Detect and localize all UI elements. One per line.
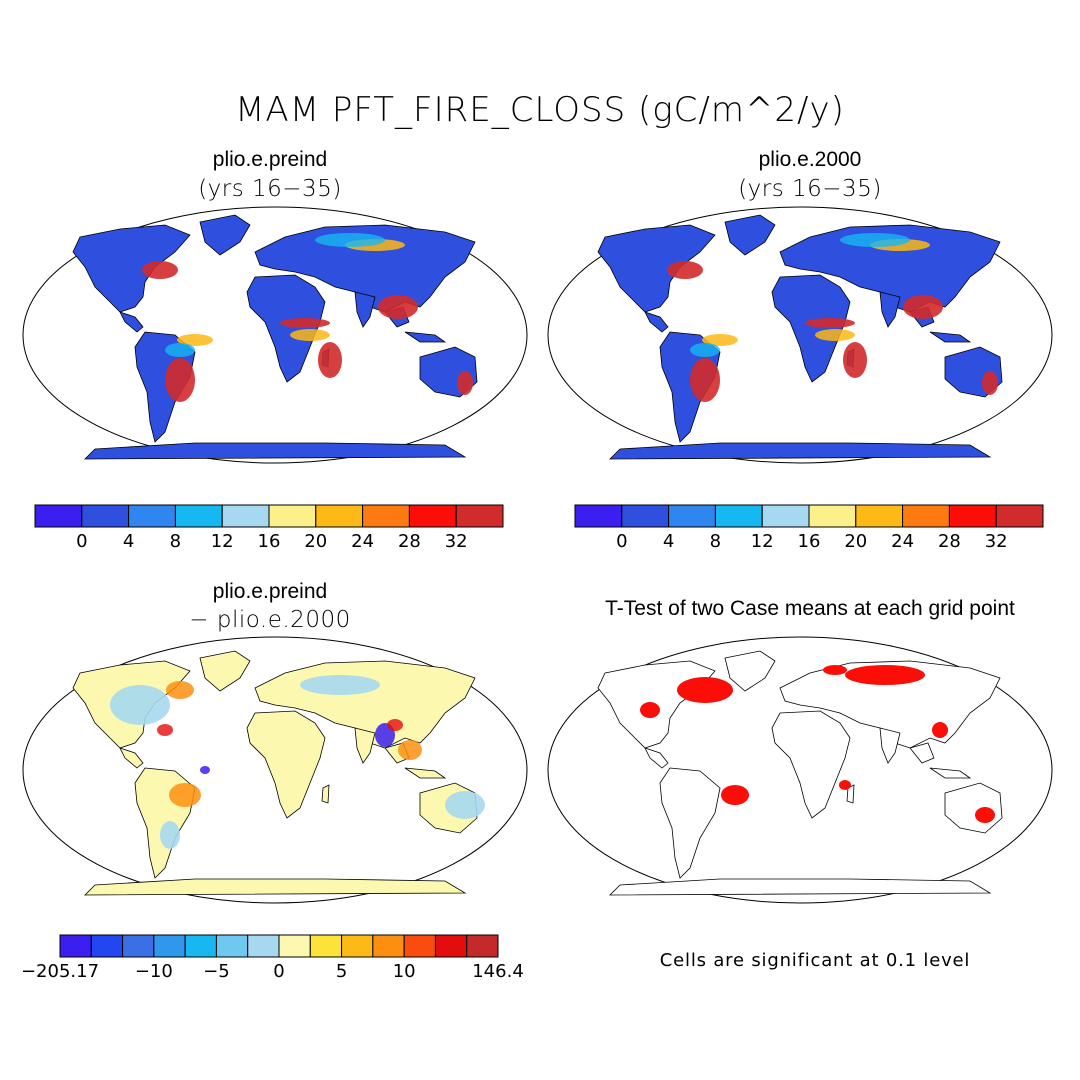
colorbar-1-tick-label: 24 [351,531,374,552]
panel3-title: plio.e.preind [212,580,328,603]
colorbar-3-tick-label: −205.17 [21,961,99,982]
colorbar-2-swatch [714,504,763,528]
panel4-title: T-Test of two Case means at each grid po… [605,597,1015,620]
panel2-subtitle: (yrs 16−35) [738,176,882,202]
colorbar-3-tick-label: −5 [203,961,230,982]
colorbar-3-swatch [184,934,217,958]
colorbar-1-swatch [128,504,176,528]
colorbar-2-tick-label: 28 [938,531,961,552]
map-panel-3 [22,636,528,904]
colorbar-1-swatch [268,504,317,528]
colorbar-2-tick-label: 20 [844,531,867,552]
colorbar-2-tick-label: 0 [616,531,627,552]
colorbar-3-swatch [247,934,280,958]
colorbar-2-tick-label: 4 [663,531,674,552]
colorbar-2-swatch [668,504,716,528]
colorbar-3-tick-label: 5 [336,961,347,982]
map-panel-4 [547,636,1053,904]
colorbar-3-swatch [372,934,405,958]
colorbar-2-swatch [948,504,997,528]
colorbar-1-swatch [221,504,270,528]
colorbar-1-tick-label: 32 [445,531,468,552]
colorbar-3-swatch [341,934,374,958]
colorbar-2-tick-label: 12 [751,531,774,552]
colorbar-2-tick-label: 32 [985,531,1008,552]
colorbar-2-swatch [902,504,950,528]
colorbar-2-swatch [621,504,670,528]
colorbar-1-swatch [81,504,130,528]
colorbar-1-tick-label: 8 [170,531,181,552]
colorbar-3-swatch [403,934,436,958]
panel2-title: plio.e.2000 [758,148,862,171]
colorbar-3-swatch [59,934,92,958]
colorbar-2-tick-label: 24 [891,531,914,552]
colorbar-1-tick-label: 28 [398,531,421,552]
main-title: MAM PFT_FIRE_CLOSS (gC/m^2/y) [235,90,845,130]
colorbar-1-tick-label: 20 [304,531,327,552]
colorbar-3-swatch [434,934,468,958]
map-panel-2 [547,206,1053,464]
colorbar-2-tick-label: 8 [710,531,721,552]
colorbar-1-swatch [315,504,364,528]
colorbar-3-tick-label: 10 [393,961,416,982]
colorbar-1: 0 4 8 12 16 20 24 28 32 [34,504,504,552]
colorbar-1-tick-label: 0 [76,531,87,552]
colorbar-3-tick-label: 0 [273,961,284,982]
panel1-subtitle: (yrs 16−35) [198,176,342,202]
colorbar-3-swatch [466,934,499,958]
colorbar-3-tick-label: 146.4 [472,961,524,982]
map-panel-1 [22,206,528,464]
colorbar-1-swatch [455,504,504,528]
colorbar-1-swatch [362,504,410,528]
colorbar-2-swatch [995,504,1044,528]
colorbar-1-swatch [34,504,83,528]
colorbar-1-swatch [408,504,457,528]
colorbar-2-swatch [574,504,623,528]
colorbar-2-tick-label: 16 [798,531,821,552]
significance-note: Cells are significant at 0.1 level [659,950,971,971]
colorbar-3: −205.17 −10 −5 0 5 10 146.4 [21,934,524,982]
colorbar-2-swatch [855,504,904,528]
colorbar-1-tick-label: 4 [123,531,134,552]
colorbar-1-tick-label: 12 [211,531,234,552]
colorbar-2-swatch [761,504,810,528]
colorbar-2-swatch [808,504,857,528]
colorbar-3-swatch [122,934,155,958]
panel3-subtitle: − plio.e.2000 [189,607,351,633]
colorbar-2: 0 4 8 12 16 20 24 28 32 [574,504,1044,552]
colorbar-3-swatch [309,934,343,958]
colorbar-1-swatch [174,504,223,528]
panel1-title: plio.e.preind [212,148,328,171]
colorbar-3-swatch [90,934,124,958]
colorbar-3-swatch [153,934,186,958]
colorbar-3-swatch [278,934,311,958]
colorbar-3-swatch [215,934,249,958]
colorbar-3-tick-label: −10 [135,961,173,982]
colorbar-1-tick-label: 16 [258,531,281,552]
